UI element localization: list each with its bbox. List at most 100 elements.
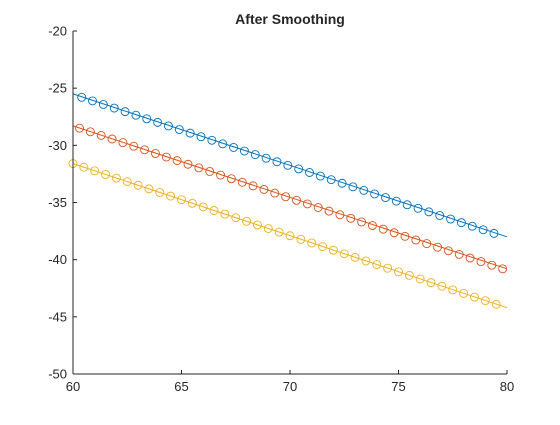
series-2-point bbox=[259, 185, 269, 194]
series-3-point bbox=[111, 173, 121, 183]
series-3-point bbox=[198, 202, 208, 212]
series-2-point bbox=[411, 235, 421, 245]
series-3-point bbox=[274, 227, 284, 237]
chart-title: After Smoothing bbox=[235, 11, 345, 27]
series-1-point bbox=[239, 146, 249, 156]
series-2-point bbox=[335, 210, 345, 220]
series-1 bbox=[72, 92, 508, 238]
series-2-point bbox=[357, 217, 367, 227]
series-1-point bbox=[391, 196, 401, 206]
series-1-point bbox=[207, 135, 217, 145]
series-3-point bbox=[285, 231, 295, 241]
series-2-point bbox=[161, 152, 171, 162]
series-1-point bbox=[424, 207, 434, 217]
series-1-point bbox=[164, 121, 173, 131]
series-2-point bbox=[443, 246, 453, 256]
series-3-point bbox=[415, 274, 425, 284]
series-3-point bbox=[177, 195, 186, 205]
series-3-point bbox=[122, 177, 132, 187]
series-1-point bbox=[142, 114, 152, 124]
series-3-point bbox=[90, 166, 100, 176]
y-tick-label: -25 bbox=[48, 81, 67, 96]
series-3-point bbox=[437, 281, 447, 291]
series-3-point bbox=[426, 278, 436, 288]
series-2-point bbox=[85, 127, 95, 137]
series-1-point bbox=[294, 164, 304, 174]
series-3-point bbox=[209, 206, 219, 215]
plot-background bbox=[73, 31, 507, 374]
series-2-point bbox=[476, 257, 486, 267]
series-2-point bbox=[368, 221, 377, 230]
series-3-point bbox=[253, 220, 262, 230]
series-3-point bbox=[318, 242, 327, 252]
series-2-point bbox=[346, 213, 356, 223]
series-3-point bbox=[404, 270, 414, 280]
series-2-point bbox=[281, 192, 291, 202]
series-1-point bbox=[478, 225, 488, 235]
series-3-point bbox=[307, 238, 317, 248]
series-1-point bbox=[272, 157, 282, 167]
series-3-point bbox=[187, 198, 197, 208]
series-1-point bbox=[359, 185, 369, 195]
series-1-point bbox=[250, 150, 260, 160]
series-3-point bbox=[79, 162, 89, 172]
series-3-point bbox=[459, 288, 469, 298]
series-1-point bbox=[467, 221, 477, 231]
series-3-point bbox=[350, 252, 360, 262]
series-3-point bbox=[101, 169, 111, 179]
series-2-point bbox=[465, 253, 475, 263]
series-2-point bbox=[151, 148, 160, 158]
series-3-point bbox=[133, 180, 143, 190]
series-2-point bbox=[226, 174, 236, 184]
series-1-point bbox=[218, 139, 228, 149]
x-tick-label: 65 bbox=[174, 379, 188, 394]
series-2-point bbox=[237, 177, 247, 187]
series-1-point bbox=[196, 132, 206, 142]
series-1-point bbox=[77, 92, 87, 102]
series-2-point bbox=[183, 159, 193, 169]
series-2-point bbox=[96, 130, 106, 140]
series-3-point bbox=[339, 249, 349, 259]
series-2-point bbox=[107, 134, 117, 144]
series-3-point bbox=[448, 285, 458, 295]
series-2-point bbox=[324, 206, 334, 216]
series-2-point bbox=[172, 156, 182, 166]
series-3-point bbox=[296, 234, 306, 244]
series-3-point bbox=[372, 260, 382, 270]
series-3-point bbox=[470, 292, 479, 302]
series-3-point bbox=[231, 213, 241, 223]
series-3-point bbox=[361, 256, 371, 266]
series-1-point bbox=[120, 107, 130, 117]
series-2-point bbox=[422, 239, 432, 249]
series-2-point bbox=[292, 195, 301, 205]
series-3-point bbox=[394, 267, 403, 277]
series-3-point bbox=[166, 191, 176, 201]
series-1-point bbox=[283, 160, 293, 170]
series-1-point bbox=[174, 125, 184, 134]
series-2-point bbox=[433, 242, 443, 252]
y-tick-label: -50 bbox=[48, 367, 67, 382]
series-1-point bbox=[348, 182, 358, 192]
series-1-point bbox=[98, 100, 108, 109]
series-3-point bbox=[220, 209, 230, 219]
series-1-point bbox=[381, 193, 390, 203]
series-1-point bbox=[315, 171, 325, 181]
series-1-point bbox=[88, 96, 97, 106]
series-1-point bbox=[446, 214, 456, 224]
series-1-point bbox=[413, 203, 423, 213]
series-3-point bbox=[242, 216, 252, 226]
series-3-point bbox=[155, 188, 165, 197]
series-1-point bbox=[435, 211, 445, 220]
series-1-point bbox=[131, 110, 141, 120]
y-tick-label: -30 bbox=[48, 138, 67, 153]
series-1-point bbox=[305, 168, 314, 177]
series-1-point bbox=[402, 200, 412, 210]
series-layer bbox=[68, 92, 508, 309]
series-1-point bbox=[370, 189, 380, 199]
series-1-point bbox=[326, 175, 336, 185]
series-1-point bbox=[229, 142, 239, 152]
x-tick-label: 80 bbox=[500, 379, 514, 394]
series-3 bbox=[68, 159, 508, 309]
